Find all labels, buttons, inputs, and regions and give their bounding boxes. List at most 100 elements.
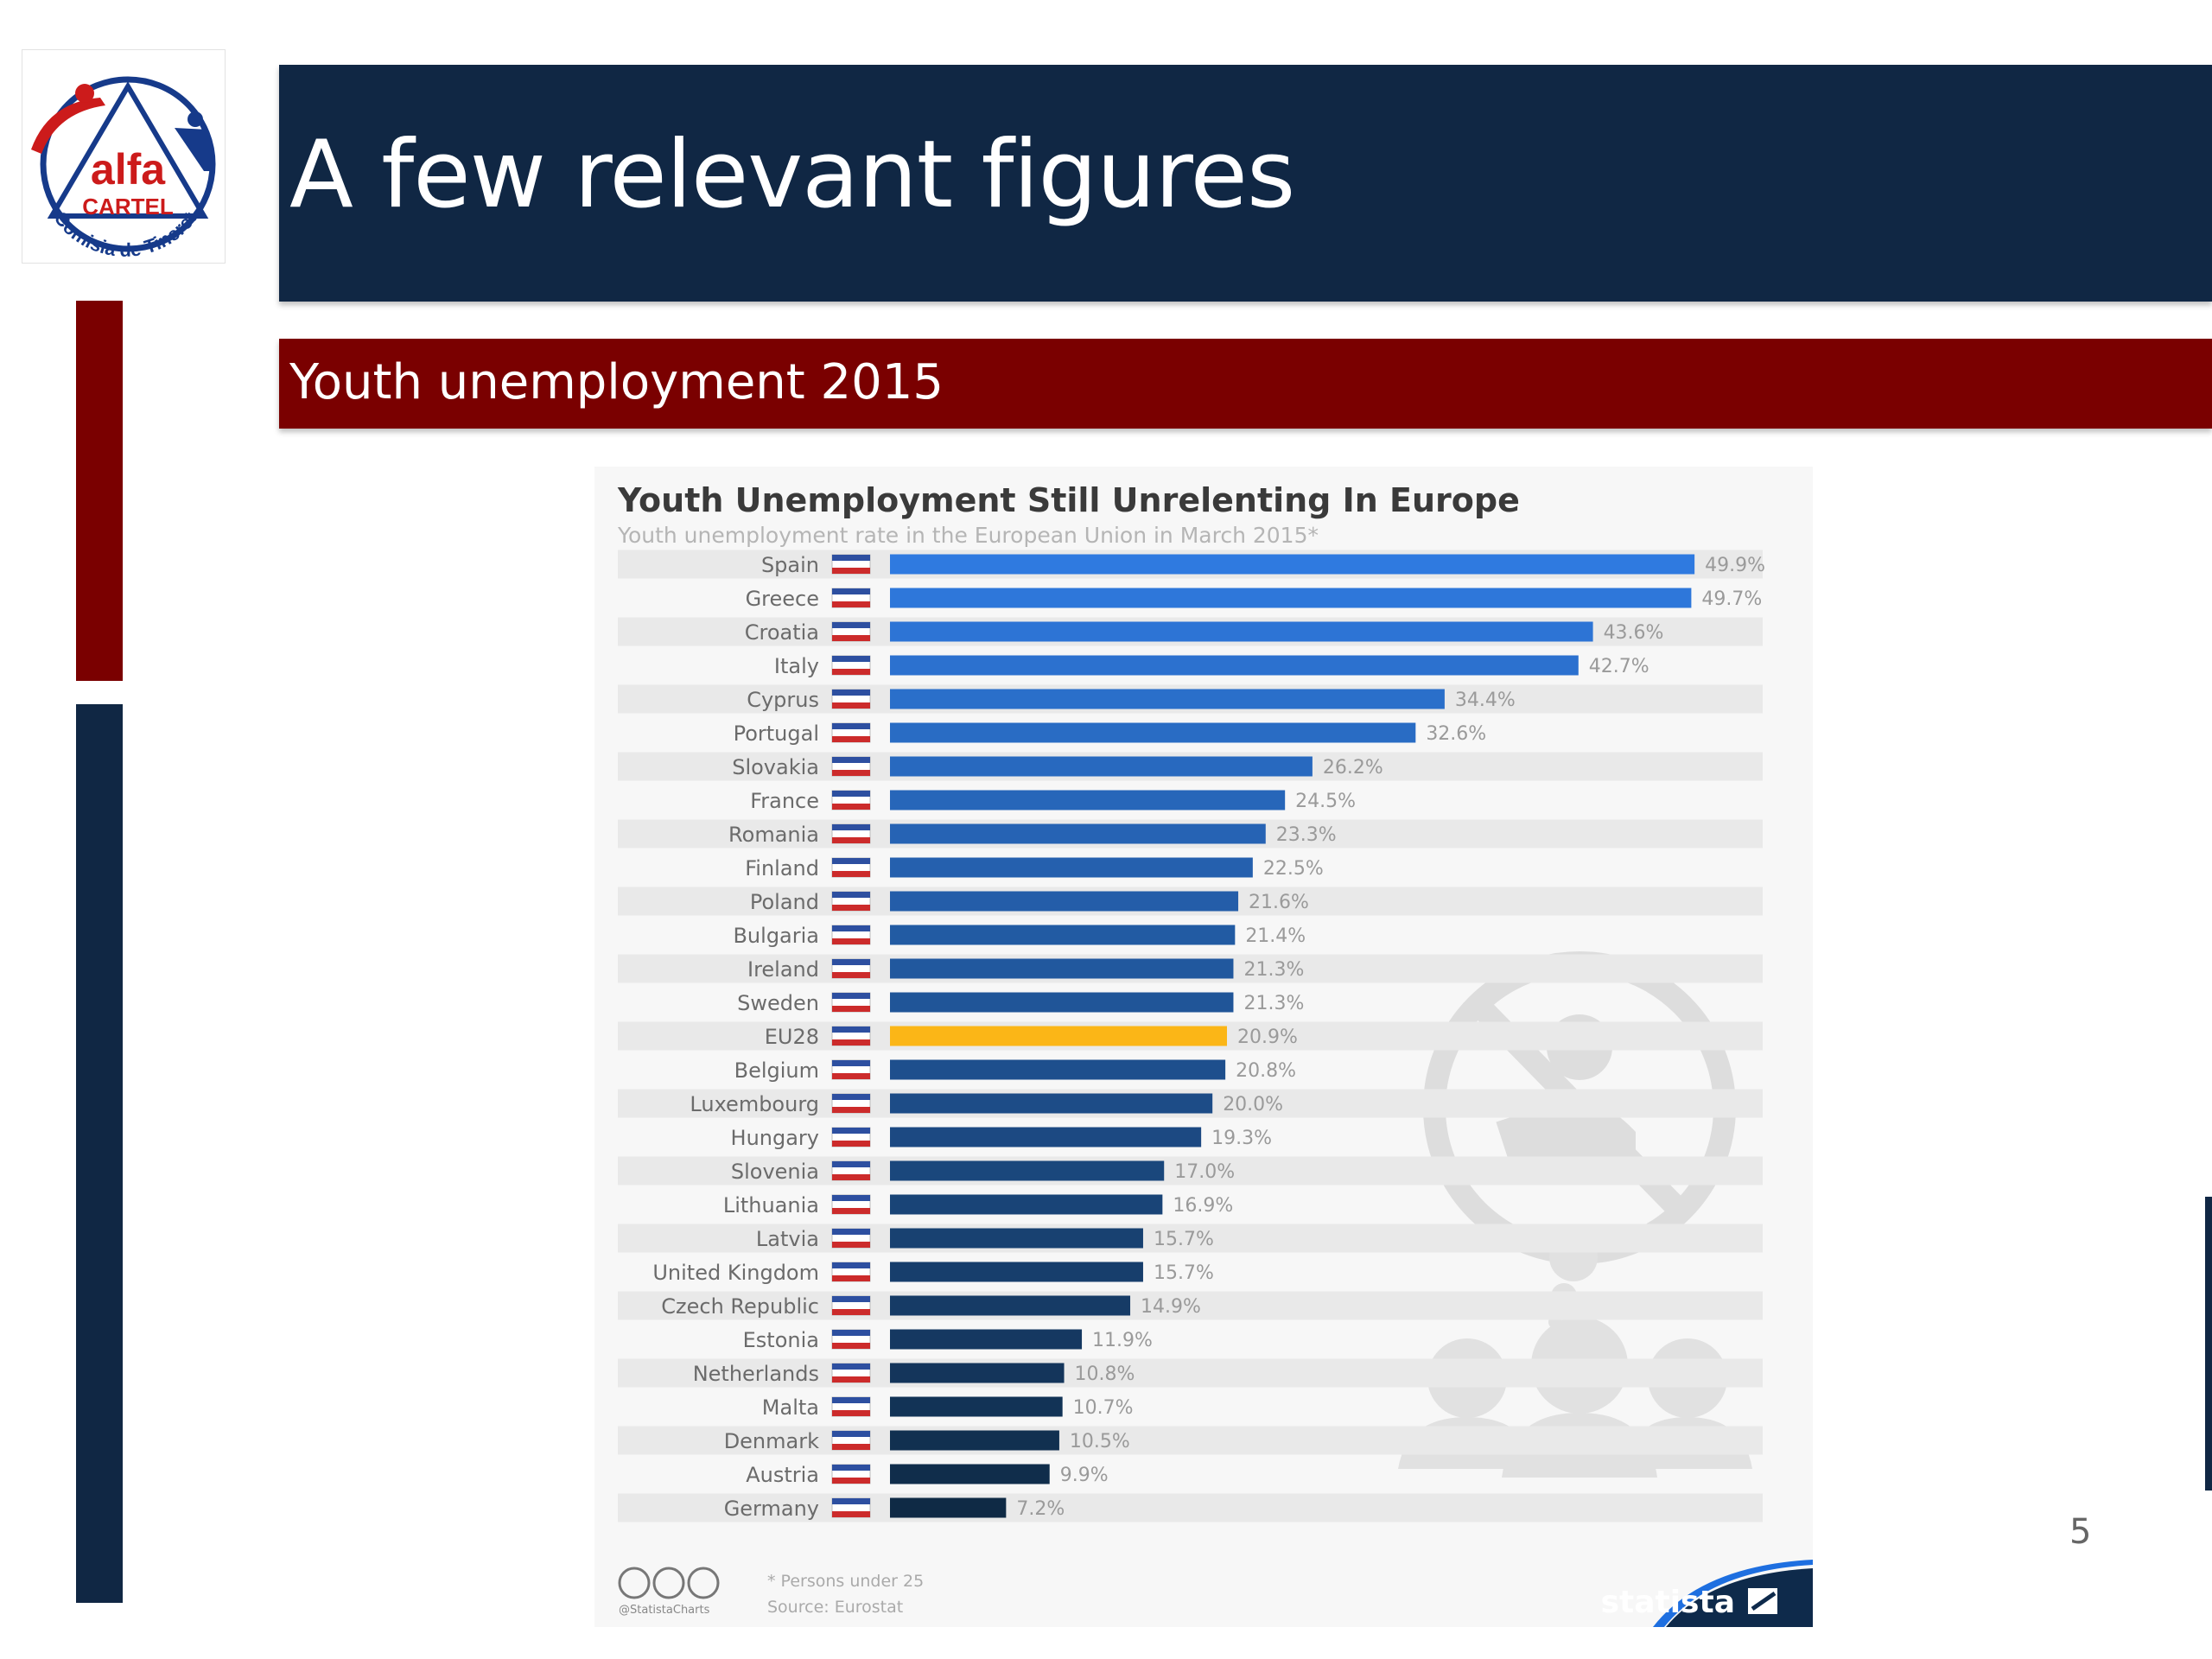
- row-band: [618, 1224, 1763, 1253]
- value-label: 42.7%: [1589, 656, 1649, 677]
- flag-icon: [831, 1228, 871, 1249]
- right-edge-accent: [2205, 1197, 2212, 1491]
- bar: [890, 621, 1593, 642]
- left-accent-red: [76, 301, 123, 681]
- flag-icon: [831, 588, 871, 608]
- value-label: 15.7%: [1154, 1262, 1214, 1284]
- flag-icon: [831, 1127, 871, 1147]
- flag-icon: [831, 1026, 871, 1046]
- flag-icon: [831, 621, 871, 642]
- value-label: 16.9%: [1173, 1195, 1233, 1217]
- value-label: 24.5%: [1295, 791, 1356, 812]
- flag-icon: [831, 1295, 871, 1316]
- value-label: 49.7%: [1701, 588, 1762, 610]
- flag-icon: [831, 1059, 871, 1080]
- flag-icon: [831, 1363, 871, 1383]
- bar: [890, 1127, 1202, 1147]
- chart-subtitle: Youth unemployment rate in the European …: [617, 523, 1319, 548]
- value-label: 32.6%: [1426, 723, 1486, 745]
- category-label: Germany: [724, 1497, 819, 1521]
- flag-icon: [831, 790, 871, 810]
- bar: [890, 891, 1239, 912]
- category-label: United Kingdom: [652, 1261, 819, 1285]
- statista-handle: @StatistaCharts: [619, 1604, 710, 1617]
- flag-icon: [831, 1093, 871, 1114]
- value-label: 21.3%: [1243, 993, 1304, 1014]
- category-label: Finland: [745, 856, 819, 880]
- bar: [890, 1430, 1059, 1451]
- category-label: Malta: [762, 1395, 819, 1420]
- flag-icon: [831, 1464, 871, 1484]
- value-label: 20.9%: [1237, 1027, 1298, 1048]
- logo: alfa CARTEL Comisia de Tineret: [22, 49, 226, 264]
- category-label: Cyprus: [747, 688, 819, 712]
- value-label: 10.8%: [1075, 1363, 1135, 1385]
- flag-icon: [831, 1430, 871, 1451]
- category-label: Belgium: [734, 1058, 819, 1083]
- flag-icon: [831, 1497, 871, 1518]
- value-label: 14.9%: [1141, 1296, 1201, 1318]
- value-label: 23.3%: [1276, 824, 1337, 846]
- flag-icon: [831, 992, 871, 1013]
- chart-title: Youth Unemployment Still Unrelenting In …: [617, 481, 1520, 519]
- bar: [890, 1228, 1143, 1249]
- value-label: 26.2%: [1323, 757, 1383, 779]
- page-number: 5: [2069, 1512, 2092, 1552]
- bar: [890, 1329, 1083, 1350]
- bar: [890, 1093, 1213, 1114]
- category-label: Hungary: [731, 1126, 819, 1150]
- bar: [890, 756, 1313, 777]
- flag-icon: [831, 925, 871, 945]
- value-label: 22.5%: [1263, 858, 1324, 880]
- logo-sub-text: CARTEL: [82, 194, 174, 219]
- flag-icon: [831, 823, 871, 844]
- value-label: 21.6%: [1249, 892, 1309, 913]
- value-label: 7.2%: [1016, 1498, 1065, 1520]
- left-accent-navy: [76, 704, 123, 1603]
- title-band: [279, 65, 2212, 302]
- subtitle-band: [279, 339, 2212, 429]
- flag-icon: [831, 1329, 871, 1350]
- flag-icon: [831, 1194, 871, 1215]
- category-label: Ireland: [747, 957, 819, 982]
- value-label: 11.9%: [1092, 1330, 1153, 1351]
- bar: [890, 958, 1234, 979]
- bar: [890, 992, 1234, 1013]
- category-label: Italy: [774, 654, 819, 678]
- value-label: 20.0%: [1223, 1094, 1283, 1116]
- flag-icon: [831, 722, 871, 743]
- value-label: 43.6%: [1604, 622, 1664, 644]
- value-label: 34.4%: [1455, 690, 1516, 711]
- value-label: 19.3%: [1211, 1128, 1272, 1149]
- bar: [890, 588, 1692, 608]
- category-label: Czech Republic: [661, 1294, 819, 1319]
- category-label: Greece: [746, 587, 819, 611]
- category-label: Estonia: [743, 1328, 819, 1352]
- category-label: Austria: [746, 1463, 819, 1487]
- category-label: Slovenia: [731, 1160, 819, 1184]
- bar: [890, 1160, 1165, 1181]
- bar: [890, 554, 1695, 575]
- bar: [890, 1396, 1063, 1417]
- slide-subtitle: Youth unemployment 2015: [289, 354, 944, 410]
- value-label: 17.0%: [1174, 1161, 1235, 1183]
- category-label: Sweden: [737, 991, 819, 1015]
- category-label: Denmark: [724, 1429, 819, 1453]
- bar: [890, 1295, 1131, 1316]
- row-band: [618, 1426, 1763, 1455]
- bar: [890, 925, 1236, 945]
- category-label: Spain: [761, 553, 819, 577]
- category-label: Lithuania: [723, 1193, 819, 1217]
- category-label: France: [750, 789, 819, 813]
- bar: [890, 1464, 1050, 1484]
- category-label: Slovakia: [732, 755, 819, 779]
- bar: [890, 689, 1445, 709]
- bar: [890, 722, 1416, 743]
- value-label: 15.7%: [1154, 1229, 1214, 1250]
- category-label: Bulgaria: [733, 924, 819, 948]
- value-label: 9.9%: [1060, 1465, 1109, 1486]
- chart-card: Youth Unemployment Still Unrelenting In …: [594, 467, 1813, 1627]
- statista-brand: statista: [1601, 1585, 1735, 1620]
- flag-icon: [831, 857, 871, 878]
- bar: [890, 857, 1253, 878]
